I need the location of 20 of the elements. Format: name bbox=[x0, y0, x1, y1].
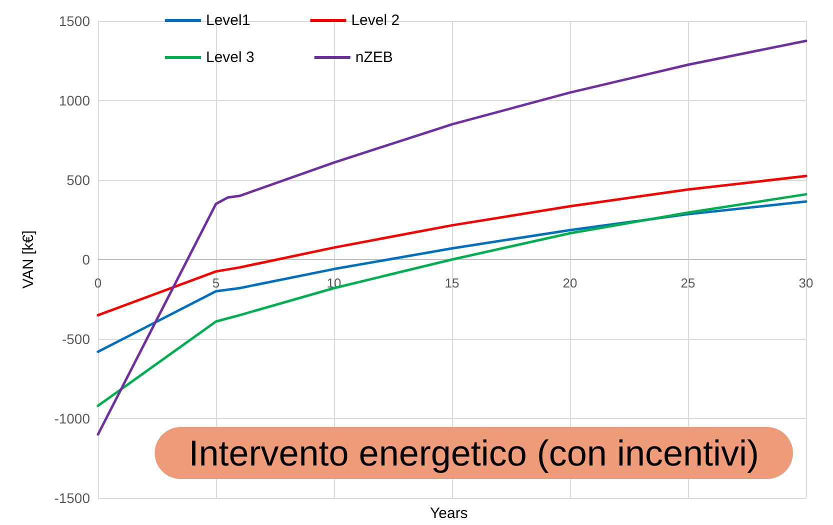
y-tick-label: 1500 bbox=[58, 13, 90, 29]
annotation: Intervento energetico (con incentivi) bbox=[188, 432, 760, 474]
legend-label: nZEB bbox=[355, 49, 393, 66]
x-tick-label: 25 bbox=[680, 276, 696, 290]
x-tick-label: 0 bbox=[94, 276, 102, 290]
y-tick-label: 0 bbox=[82, 252, 90, 268]
x-tick-label: 15 bbox=[444, 276, 460, 290]
legend-label: Level 3 bbox=[206, 49, 254, 66]
y-tick-label: -1500 bbox=[54, 490, 90, 506]
y-tick-label: 500 bbox=[66, 172, 90, 188]
x-tick-label: 5 bbox=[212, 276, 220, 290]
legend-label: Level 2 bbox=[351, 12, 400, 29]
legend-label: Level1 bbox=[206, 12, 250, 29]
y-tick-label: -1000 bbox=[54, 410, 90, 426]
y-tick-label: 1000 bbox=[58, 92, 90, 108]
y-axis-title: VAN [k€] bbox=[20, 230, 37, 289]
x-axis-title: Years bbox=[430, 505, 468, 522]
y-tick-label: -500 bbox=[62, 331, 90, 347]
x-tick-label: 20 bbox=[562, 276, 578, 290]
x-tick-label: 30 bbox=[798, 276, 814, 290]
